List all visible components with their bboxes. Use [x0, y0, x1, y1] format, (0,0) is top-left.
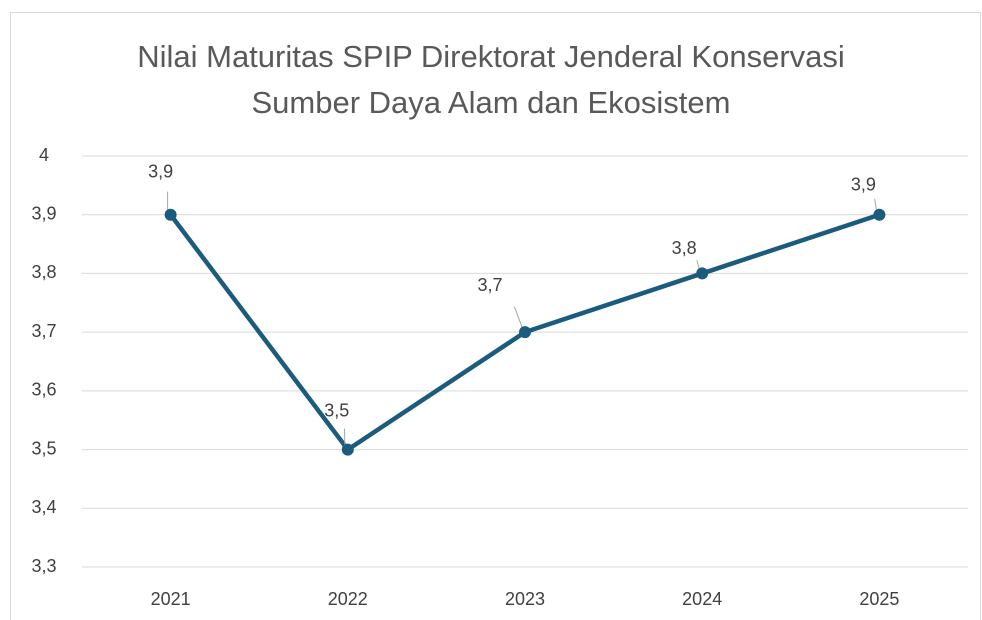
- data-point: [519, 326, 531, 339]
- chart-border: [10, 12, 981, 620]
- data-point: [341, 443, 354, 456]
- data-label: 3,5: [324, 400, 349, 420]
- chart-title: Nilai Maturitas SPIP Direktorat Jenderal…: [137, 39, 845, 120]
- data-label: 3,9: [148, 161, 173, 181]
- y-tick-label: 3,8: [31, 262, 56, 282]
- y-tick-label: 3,5: [31, 438, 56, 458]
- leader-line: [696, 260, 700, 269]
- leader-line: [874, 198, 877, 210]
- x-tick-label: 2021: [151, 589, 191, 609]
- x-tick-label: 2023: [505, 589, 545, 609]
- y-tick-label: 4: [39, 145, 49, 165]
- leader-line: [514, 306, 523, 328]
- y-tick-label: 3,9: [31, 203, 56, 223]
- data-point: [696, 267, 709, 280]
- data-point: [873, 208, 886, 221]
- x-tick-label: 2024: [682, 589, 722, 609]
- y-tick-label: 3,6: [31, 380, 56, 400]
- data-label: 3,8: [672, 238, 697, 258]
- data-point: [164, 208, 177, 221]
- data-label: 3,9: [851, 174, 876, 194]
- y-tick-label: 3,4: [31, 497, 56, 517]
- data-label: 3,7: [477, 275, 502, 295]
- x-tick-label: 2025: [859, 589, 899, 609]
- x-tick-label: 2022: [328, 589, 368, 609]
- y-tick-label: 3,7: [31, 321, 56, 341]
- y-tick-label: 3,3: [31, 556, 56, 576]
